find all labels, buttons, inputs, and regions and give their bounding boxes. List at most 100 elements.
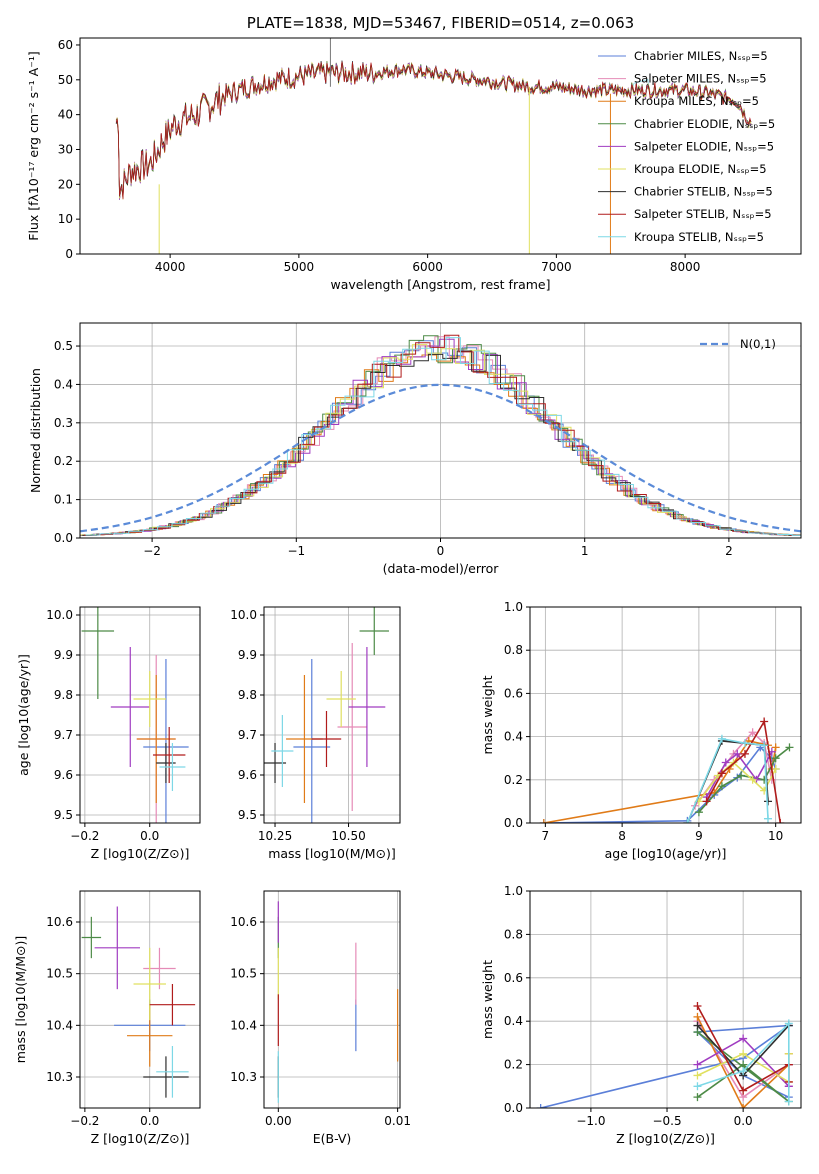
x-tick-label: −0.5 [652, 1114, 681, 1128]
y-axis-label: age [log10(age/yr)] [16, 654, 31, 776]
y-tick-label: 0.6 [504, 971, 523, 985]
y-tick-label: 9.6 [54, 768, 73, 782]
legend-label: Chabrier MILES, Nₛₛₚ=5 [634, 49, 768, 63]
data-marker [772, 743, 780, 751]
data-marker [693, 1082, 701, 1090]
x-tick-label: 0.0 [140, 829, 159, 843]
x-axis-label: (data-model)/error [383, 561, 500, 576]
x-tick-label: 7 [542, 829, 550, 843]
histogram-step [79, 339, 815, 535]
y-tick-label: 0.1 [54, 493, 73, 507]
y-axis-label: mass weight [480, 960, 495, 1039]
x-tick-label: 0 [437, 544, 445, 558]
x-axis-label: Z [log10(Z/Z⊙)] [616, 1131, 715, 1146]
plot-area [540, 717, 794, 827]
y-tick-label: 1.0 [504, 884, 523, 898]
data-marker [693, 1002, 701, 1010]
y-tick-label: 10.3 [230, 1070, 257, 1084]
histogram-step [86, 338, 819, 536]
axes-frame [264, 607, 400, 823]
histogram-step [84, 335, 819, 535]
y-tick-label: 10.5 [46, 967, 73, 981]
y-tick-label: 9.9 [54, 648, 73, 662]
x-axis-label: Z [log10(Z/Z⊙)] [91, 846, 190, 861]
legend-label: Chabrier ELODIE, Nₛₛₚ=5 [634, 117, 775, 131]
y-tick-label: 0.5 [54, 339, 73, 353]
x-tick-label: 2 [725, 544, 733, 558]
y-tick-label: 0.8 [504, 643, 523, 657]
y-tick-label: 9.8 [238, 688, 257, 702]
x-tick-label: −0.2 [70, 1114, 99, 1128]
legend-label: Salpeter STELIB, Nₛₛₚ=5 [634, 207, 772, 221]
x-tick-label: 0.01 [384, 1114, 411, 1128]
x-tick-label: 8 [618, 829, 626, 843]
y-tick-label: 40 [58, 108, 73, 122]
y-tick-label: 0.2 [504, 773, 523, 787]
legend-label: Kroupa MILES, Nₛₛₚ=5 [634, 94, 759, 108]
data-marker [693, 1013, 701, 1021]
x-tick-label: 7000 [541, 260, 572, 274]
y-axis-label: mass [log10(M/M⊙)] [13, 936, 28, 1064]
data-marker [693, 1071, 701, 1079]
axes-frame [264, 891, 400, 1108]
y-tick-label: 9.7 [54, 728, 73, 742]
y-tick-label: 0 [65, 247, 73, 261]
y-tick-label: 0.4 [504, 1014, 523, 1028]
data-marker [693, 1061, 701, 1069]
axes-frame [80, 891, 200, 1108]
y-tick-label: 0.0 [504, 1101, 523, 1115]
x-tick-label: −1 [287, 544, 305, 558]
x-tick-label: 5000 [284, 260, 315, 274]
y-tick-label: 10.6 [230, 915, 257, 929]
y-tick-label: 60 [58, 38, 73, 52]
x-tick-label: 9 [695, 829, 703, 843]
legend-label: Kroupa STELIB, Nₛₛₚ=5 [634, 230, 764, 244]
y-tick-label: 10 [58, 212, 73, 226]
y-tick-label: 20 [58, 177, 73, 191]
weight-line [544, 741, 776, 823]
plot-area [278, 901, 397, 1103]
y-tick-label: 0.2 [54, 454, 73, 468]
x-tick-label: 10.50 [331, 829, 365, 843]
y-tick-label: 10.3 [46, 1070, 73, 1084]
y-tick-label: 0.8 [504, 927, 523, 941]
x-tick-label: 0.00 [265, 1114, 292, 1128]
x-tick-label: 1 [581, 544, 589, 558]
legend-label: Chabrier STELIB, Nₛₛₚ=5 [634, 185, 773, 199]
x-axis-label: mass [log10(M/M⊙)] [268, 846, 396, 861]
y-axis-label: mass weight [480, 675, 495, 754]
histogram-step [82, 351, 817, 536]
y-tick-label: 10.4 [46, 1018, 73, 1032]
x-tick-label: 10.25 [258, 829, 292, 843]
plot-area [264, 607, 389, 835]
plot-area [73, 335, 819, 535]
y-tick-label: 0.0 [54, 531, 73, 545]
x-tick-label: 4000 [155, 260, 186, 274]
y-tick-label: 10.0 [46, 608, 73, 622]
y-tick-label: 9.6 [238, 768, 257, 782]
plot-area [82, 563, 189, 835]
plot-area [537, 1002, 793, 1112]
histogram-step [74, 337, 809, 536]
x-tick-label: 6000 [412, 260, 443, 274]
y-tick-label: 0.6 [504, 686, 523, 700]
y-tick-label: 0.2 [504, 1058, 523, 1072]
y-tick-label: 10.6 [46, 915, 73, 929]
y-tick-label: 0.4 [54, 377, 73, 391]
data-marker [760, 717, 768, 725]
x-axis-label: wavelength [Angstrom, rest frame] [330, 277, 550, 292]
y-axis-label: Flux [fλ10⁻¹⁷ erg cm⁻² s⁻¹ A⁻¹] [26, 51, 41, 240]
histogram-step [81, 345, 816, 536]
x-tick-label: −0.2 [70, 829, 99, 843]
y-tick-label: 0.4 [504, 730, 523, 744]
y-tick-label: 10.0 [230, 608, 257, 622]
plot-area [82, 907, 196, 1098]
